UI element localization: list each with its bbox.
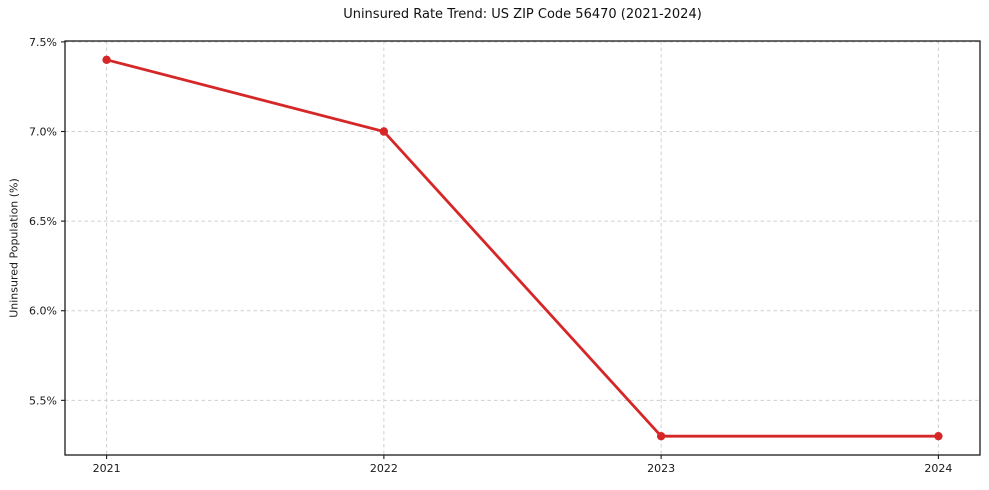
y-tick-label: 7.0% (29, 126, 57, 139)
data-point-2021 (102, 55, 111, 65)
x-tick-label: 2022 (370, 462, 398, 475)
data-point-2024 (934, 431, 943, 441)
plot-border (64, 40, 981, 456)
data-point-2022 (379, 127, 389, 136)
y-tick-label: 7.5% (29, 36, 57, 49)
data-point-2023 (656, 431, 666, 441)
trend-line (105, 58, 940, 438)
y-tick-label: 5.5% (29, 394, 57, 407)
y-tick-label: 6.0% (29, 305, 57, 318)
x-tick-label: 2024 (924, 462, 952, 475)
x-tick-label: 2023 (647, 462, 675, 475)
y-tick-label: 6.5% (29, 215, 57, 228)
x-tick-label: 2021 (93, 462, 121, 475)
chart-title: Uninsured Rate Trend: US ZIP Code 56470 … (343, 7, 702, 22)
